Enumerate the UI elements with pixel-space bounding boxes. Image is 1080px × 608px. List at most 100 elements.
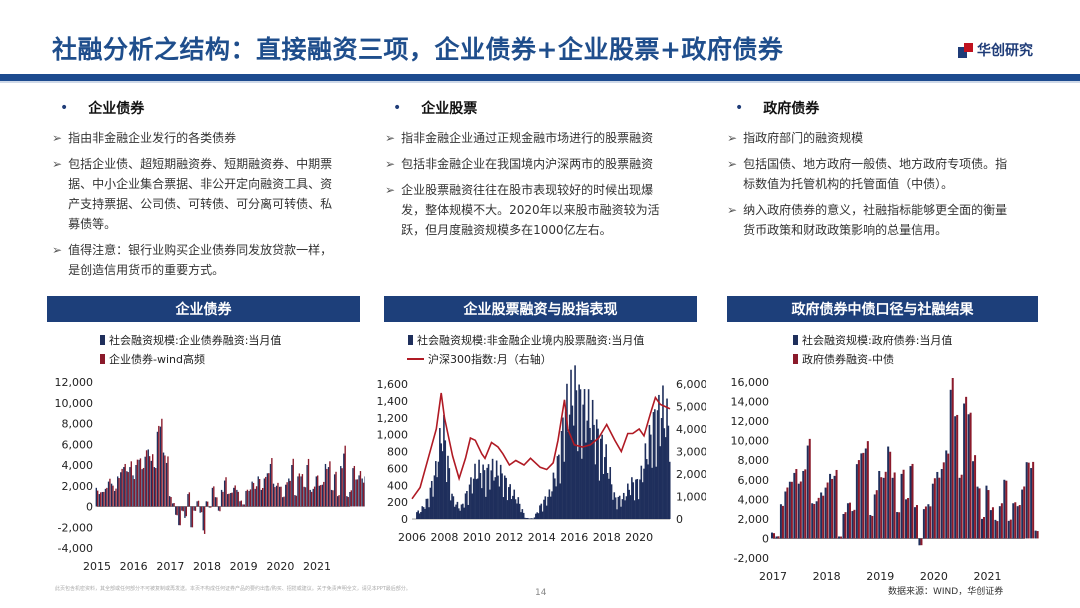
- bar: [1030, 468, 1033, 539]
- bar: [148, 456, 151, 507]
- bar: [252, 482, 255, 507]
- bar: [848, 502, 851, 539]
- bar: [170, 497, 172, 507]
- bar: [343, 453, 345, 507]
- chart-title-bar: 企业股票融资与股指表现: [384, 296, 697, 322]
- bar: [929, 506, 932, 539]
- bar: [656, 410, 659, 519]
- bar: [609, 467, 612, 519]
- bar: [489, 489, 491, 519]
- bar: [118, 478, 120, 507]
- bar: [153, 467, 156, 507]
- bar: [359, 471, 362, 507]
- y-tick-label: 400: [387, 479, 408, 492]
- bar: [321, 484, 324, 507]
- bar: [878, 470, 881, 539]
- bar: [663, 428, 666, 519]
- bar: [857, 460, 860, 539]
- bar: [200, 506, 203, 513]
- bar: [512, 495, 514, 519]
- bar: [617, 496, 620, 519]
- bar: [631, 477, 633, 519]
- header-rule-light: [0, 81, 1080, 83]
- bar: [1034, 530, 1037, 539]
- bar: [168, 496, 171, 507]
- bar: [817, 497, 820, 539]
- bar: [315, 476, 317, 507]
- bar: [1027, 462, 1030, 539]
- bar: [225, 477, 227, 507]
- bar: [552, 472, 555, 519]
- bar: [115, 488, 117, 507]
- bar: [779, 504, 782, 539]
- bar: [172, 503, 174, 507]
- bar: [620, 506, 622, 519]
- bar: [260, 489, 262, 507]
- bar: [613, 492, 616, 519]
- bar: [920, 538, 923, 546]
- bar: [887, 446, 890, 539]
- bar: [508, 487, 510, 519]
- bar: [954, 416, 957, 539]
- bar: [590, 439, 593, 519]
- bar: [933, 478, 936, 539]
- bar: [958, 477, 961, 539]
- list-item: ➢ 指政府部门的融资规模: [727, 128, 1017, 148]
- bar: [835, 469, 838, 539]
- bar: [109, 478, 111, 507]
- bullet-dot-icon: •: [735, 100, 744, 116]
- bar: [117, 476, 119, 507]
- bar: [286, 482, 288, 507]
- bar: [911, 463, 914, 539]
- bar: [586, 420, 589, 519]
- bar: [275, 485, 278, 507]
- bar: [525, 517, 528, 519]
- bar: [265, 476, 267, 507]
- bar: [255, 486, 258, 507]
- bar: [135, 465, 137, 507]
- bar: [555, 486, 557, 519]
- bar: [781, 505, 784, 539]
- bar: [604, 457, 606, 519]
- bar: [945, 450, 948, 539]
- bar: [179, 506, 181, 526]
- y-tick-label: 8,000: [62, 418, 94, 431]
- bar: [440, 443, 443, 519]
- bar: [213, 486, 215, 507]
- bar: [347, 497, 349, 507]
- bar: [280, 486, 282, 507]
- bar: [456, 501, 459, 519]
- section-government-bonds: • 政府债券 ➢ 指政府部门的融资规模 ➢ 包括国债、地方政府一般债、地方政府专项债。…: [727, 98, 1017, 246]
- bar: [426, 498, 429, 519]
- bar: [434, 461, 437, 519]
- bar: [444, 440, 447, 519]
- bar: [951, 377, 954, 539]
- bar: [539, 505, 541, 519]
- bar: [133, 479, 136, 507]
- bar: [227, 494, 229, 507]
- disclaimer: 此页包含机密资料，其全部或任何部分不可被复制或再发送。本页不构成任何证券产品的要…: [55, 586, 411, 592]
- bar: [1014, 502, 1017, 539]
- bar: [570, 369, 572, 519]
- list-item: ➢ 值得注意：银行业购买企业债券同发放贷款一样，是创造信用货币的重要方式。: [52, 240, 342, 280]
- bar: [786, 487, 789, 539]
- bar: [236, 489, 238, 507]
- bar: [784, 491, 787, 539]
- bar: [648, 424, 651, 519]
- y2-tick-label: 2,000: [676, 468, 706, 481]
- bar: [466, 491, 468, 519]
- bar: [155, 468, 157, 507]
- bar: [240, 500, 242, 507]
- list-item: ➢ 纳入政府债券的意义，社融指标能够更全面的衡量货币政策和财政政策影响的总量信用。: [727, 200, 1017, 240]
- bar: [566, 383, 568, 519]
- bar: [808, 438, 811, 539]
- bar: [251, 481, 253, 507]
- bar: [664, 437, 667, 519]
- bar: [471, 493, 474, 519]
- bar: [468, 484, 471, 519]
- bar: [228, 493, 230, 507]
- bar: [618, 495, 621, 519]
- bar: [239, 501, 241, 507]
